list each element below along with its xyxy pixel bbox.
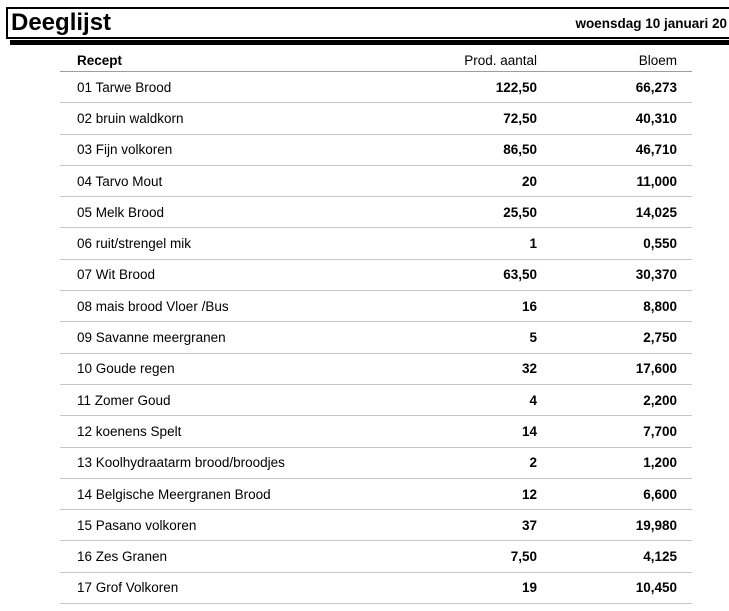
table-row: 09 Savanne meergranen 5 2,750 bbox=[60, 322, 692, 354]
bloem-cell: 11,000 bbox=[636, 173, 677, 189]
recipe-name-cell: 08 mais brood Vloer /Bus bbox=[77, 298, 229, 314]
dough-list-table: Recept Prod. aantal Bloem 01 Tarwe Brood… bbox=[60, 50, 692, 605]
table-row: 15 Pasano volkoren 37 19,980 bbox=[60, 510, 692, 542]
bloem-cell: 8,800 bbox=[643, 298, 677, 314]
prod-aantal-cell: 2 bbox=[529, 455, 537, 471]
recipe-name-cell: 01 Tarwe Brood bbox=[77, 79, 172, 95]
recipe-name-cell: 03 Fijn volkoren bbox=[77, 142, 173, 158]
recipe-name-cell: 02 bruin waldkorn bbox=[77, 110, 184, 126]
bloem-cell: 2,200 bbox=[643, 392, 677, 408]
bloem-cell: 10,450 bbox=[635, 580, 677, 596]
bloem-cell: 30,370 bbox=[635, 267, 677, 283]
table-row: 10 Goude regen 32 17,600 bbox=[60, 354, 692, 385]
recipe-name-cell: 15 Pasano volkoren bbox=[77, 517, 197, 533]
bloem-cell: 1,200 bbox=[643, 455, 677, 471]
prod-aantal-cell: 4 bbox=[529, 392, 537, 408]
bloem-cell: 17,600 bbox=[635, 361, 677, 377]
prod-aantal-cell: 86,50 bbox=[503, 142, 537, 158]
prod-aantal-cell: 20 bbox=[521, 173, 537, 189]
table-row: 08 mais brood Vloer /Bus 16 8,800 bbox=[60, 291, 692, 323]
prod-aantal-cell: 16 bbox=[521, 298, 537, 314]
table-row: 02 bruin waldkorn 72,50 40,310 bbox=[60, 103, 692, 135]
bloem-cell: 0,550 bbox=[643, 236, 677, 252]
recipe-name-cell: 05 Melk Brood bbox=[77, 204, 165, 220]
prod-aantal-cell: 72,50 bbox=[503, 110, 537, 126]
report-date: woensdag 10 januari 20 bbox=[575, 15, 727, 31]
table-body: 01 Tarwe Brood 122,50 66,273 02 bruin waldk… bbox=[60, 72, 692, 605]
bloem-cell: 19,980 bbox=[635, 517, 677, 533]
bloem-cell: 4,125 bbox=[643, 549, 677, 565]
recipe-name-cell: 12 koenens Spelt bbox=[77, 423, 182, 439]
bloem-cell: 2,750 bbox=[643, 330, 677, 346]
prod-aantal-cell: 37 bbox=[521, 517, 537, 533]
recipe-name-cell: 09 Savanne meergranen bbox=[77, 330, 226, 346]
prod-aantal-cell: 12 bbox=[521, 486, 537, 502]
column-header-bloem: Bloem bbox=[638, 53, 677, 68]
report-header-band: Deeglijst woensdag 10 januari 20 bbox=[6, 7, 729, 39]
bloem-cell: 46,710 bbox=[635, 142, 677, 158]
bloem-cell: 14,025 bbox=[635, 204, 677, 220]
prod-aantal-cell: 122,50 bbox=[495, 79, 537, 95]
table-row: 17 Grof Volkoren 19 10,450 bbox=[60, 573, 692, 605]
prod-aantal-cell: 32 bbox=[521, 361, 537, 377]
table-row: 06 ruit/strengel mik 1 0,550 bbox=[60, 228, 692, 260]
table-row: 03 Fijn volkoren 86,50 46,710 bbox=[60, 135, 692, 166]
prod-aantal-cell: 63,50 bbox=[503, 267, 537, 283]
column-header-recept: Recept bbox=[77, 53, 123, 68]
report-title: Deeglijst bbox=[11, 9, 112, 36]
table-row: 07 Wit Brood 63,50 30,370 bbox=[60, 260, 692, 292]
bloem-cell: 66,273 bbox=[635, 79, 677, 95]
table-row: 01 Tarwe Brood 122,50 66,273 bbox=[60, 72, 692, 104]
prod-aantal-cell: 1 bbox=[529, 236, 537, 252]
recipe-name-cell: 07 Wit Brood bbox=[77, 267, 156, 283]
table-row: 14 Belgische Meergranen Brood 12 6,600 bbox=[60, 479, 692, 511]
header-shadow-bar bbox=[10, 40, 729, 45]
bloem-cell: 6,600 bbox=[643, 486, 677, 502]
table-row: 12 koenens Spelt 14 7,700 bbox=[60, 416, 692, 448]
table-header-row: Recept Prod. aantal Bloem bbox=[60, 50, 692, 72]
recipe-name-cell: 04 Tarvo Mout bbox=[77, 173, 163, 189]
recipe-name-cell: 17 Grof Volkoren bbox=[77, 580, 179, 596]
recipe-name-cell: 06 ruit/strengel mik bbox=[77, 236, 192, 252]
recipe-name-cell: 13 Koolhydraatarm brood/broodjes bbox=[77, 455, 285, 471]
table-row: 16 Zes Granen 7,50 4,125 bbox=[60, 541, 692, 573]
table-row: 04 Tarvo Mout 20 11,000 bbox=[60, 166, 692, 198]
prod-aantal-cell: 5 bbox=[529, 330, 537, 346]
column-header-prod-aantal: Prod. aantal bbox=[464, 53, 537, 68]
prod-aantal-cell: 7,50 bbox=[510, 549, 537, 565]
recipe-name-cell: 10 Goude regen bbox=[77, 361, 175, 377]
recipe-name-cell: 14 Belgische Meergranen Brood bbox=[77, 486, 271, 502]
recipe-name-cell: 11 Zomer Goud bbox=[77, 392, 171, 408]
table-row: 11 Zomer Goud 4 2,200 bbox=[60, 385, 692, 417]
table-row: 13 Koolhydraatarm brood/broodjes 2 1,200 bbox=[60, 448, 692, 479]
bloem-cell: 7,700 bbox=[643, 423, 677, 439]
prod-aantal-cell: 14 bbox=[521, 423, 537, 439]
bloem-cell: 40,310 bbox=[635, 110, 677, 126]
table-row: 05 Melk Brood 25,50 14,025 bbox=[60, 197, 692, 229]
recipe-name-cell: 16 Zes Granen bbox=[77, 549, 168, 565]
prod-aantal-cell: 19 bbox=[521, 580, 537, 596]
prod-aantal-cell: 25,50 bbox=[503, 204, 537, 220]
